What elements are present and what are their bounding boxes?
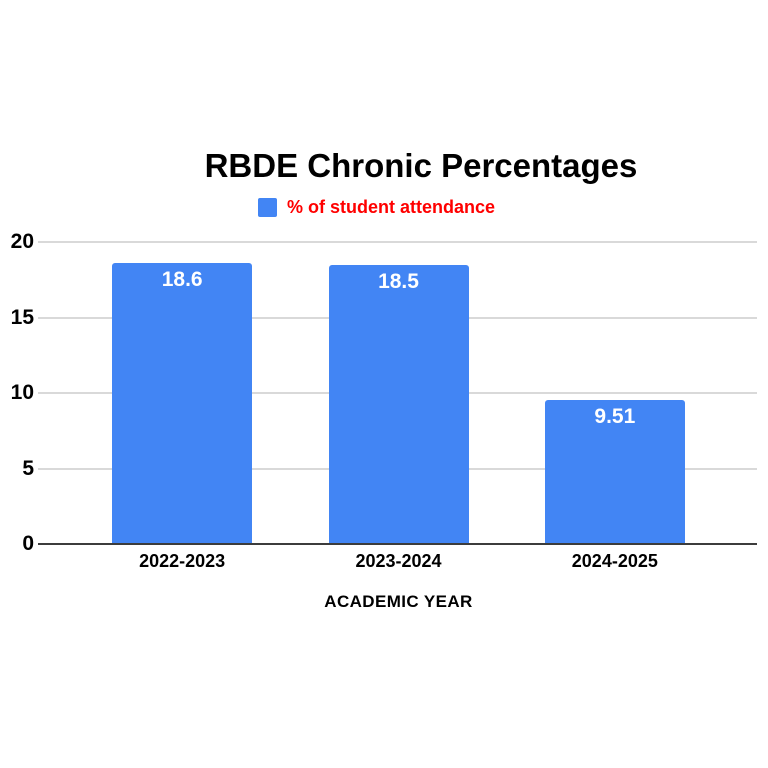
x-tick-label: 2024-2025 — [571, 551, 658, 571]
bar — [328, 264, 469, 543]
x-axis-baseline — [38, 543, 757, 545]
chart-title: RBDE Chronic Percentages — [204, 147, 638, 184]
legend-label: % of student attendance — [287, 197, 496, 217]
y-tick-label: 0 — [22, 532, 34, 555]
bar-value-label: 18.5 — [378, 269, 419, 293]
y-tick-label: 10 — [10, 381, 34, 404]
legend: % of student attendance — [258, 197, 495, 218]
legend-swatch-icon — [258, 198, 277, 217]
y-tick-label: 5 — [22, 456, 34, 480]
y-tick-label: 20 — [10, 230, 34, 253]
x-tick-label: 2022-2023 — [139, 551, 226, 571]
bar-value-label: 9.51 — [594, 405, 636, 429]
y-tick-label: 15 — [10, 305, 34, 329]
x-axis-title: ACADEMIC YEAR — [324, 592, 473, 611]
x-tick-label: 2023-2024 — [355, 551, 442, 571]
bar — [112, 263, 253, 543]
bar-value-label: 18.6 — [161, 268, 203, 292]
gridline — [38, 241, 757, 243]
bar — [544, 400, 685, 543]
